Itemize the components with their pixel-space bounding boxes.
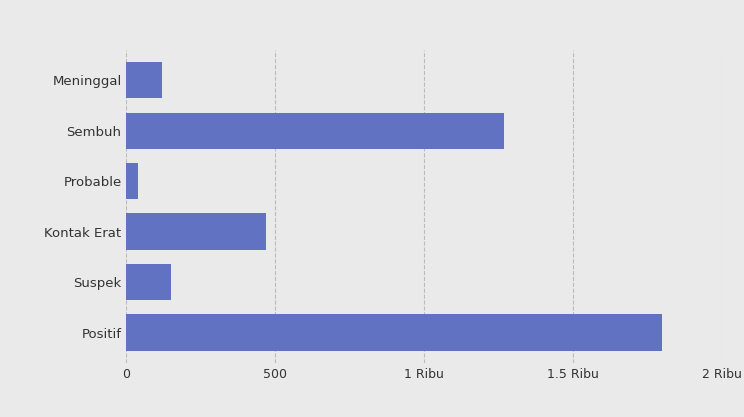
Bar <box>126 314 662 351</box>
Bar <box>126 264 171 300</box>
Bar <box>126 113 504 149</box>
Bar <box>126 62 162 98</box>
Bar <box>126 214 266 250</box>
Bar <box>126 163 138 199</box>
